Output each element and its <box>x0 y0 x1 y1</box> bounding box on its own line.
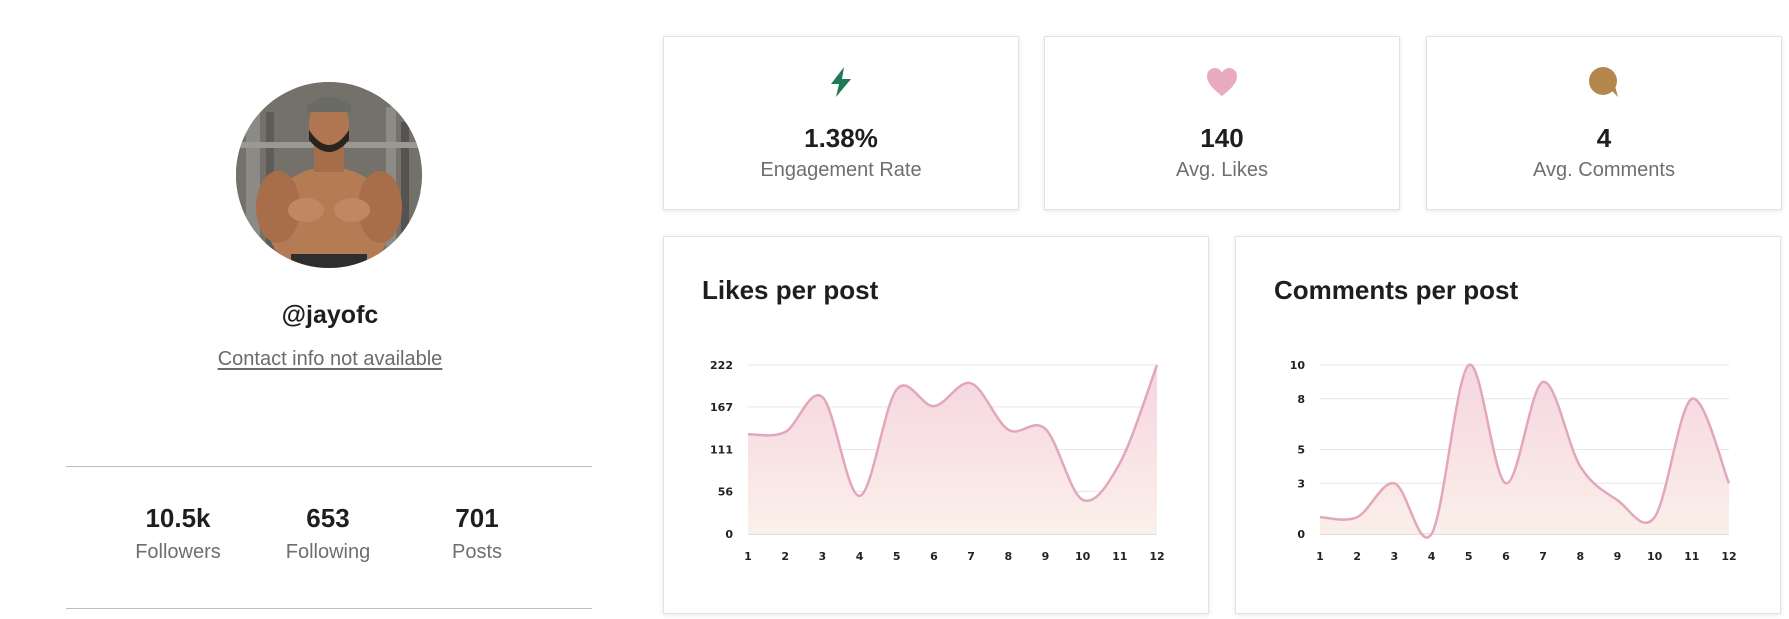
followers-count: 10.5k <box>145 503 211 533</box>
likes-chart-title: Likes per post <box>702 275 879 305</box>
x-tick-label: 2 <box>1353 550 1361 563</box>
likes-chart-card: Likes per post 0 56 111 167 222 1 2 3 4 5 6 7 8 9 10 11… <box>663 236 1209 614</box>
engagement-rate-value: 1.38% <box>804 123 878 153</box>
engagement-rate-label: Engagement Rate <box>760 159 922 181</box>
x-tick-label: 7 <box>1539 550 1547 563</box>
x-tick-label: 10 <box>1647 550 1663 563</box>
comment-icon <box>1587 65 1621 99</box>
x-tick-label: 11 <box>1684 550 1699 563</box>
series-line <box>1319 363 1731 539</box>
x-tick-label: 4 <box>1428 550 1436 563</box>
engagement-rate-card: 1.38% Engagement Rate <box>663 36 1019 210</box>
stats-divider-bottom <box>66 608 592 609</box>
username: @jayofc <box>281 301 379 329</box>
x-tick-label: 11 <box>1112 550 1127 563</box>
profile-panel: @jayofc Contact info not available 10.5k… <box>0 0 660 619</box>
followers-label: Followers <box>135 541 221 563</box>
avg-likes-label: Avg. Likes <box>1176 159 1268 181</box>
y-tick-label: 5 <box>1297 444 1305 457</box>
y-tick-label: 8 <box>1297 393 1305 406</box>
x-tick-label: 5 <box>1465 550 1473 563</box>
comments-chart-title: Comments per post <box>1274 275 1519 305</box>
posts-count: 701 <box>455 503 499 533</box>
posts-label: Posts <box>451 541 503 563</box>
avg-comments-label: Avg. Comments <box>1533 159 1675 181</box>
y-tick-label: 56 <box>718 485 734 498</box>
x-tick-label: 3 <box>1391 550 1399 563</box>
comments-chart-card: Comments per post 0 3 5 8 10 1 2 3 4 5 6 7 8 9 10 11 12 <box>1235 236 1781 614</box>
x-tick-label: 9 <box>1042 550 1050 563</box>
x-tick-label: 2 <box>781 550 789 563</box>
y-tick-label: 10 <box>1290 359 1306 372</box>
contact-info-link[interactable]: Contact info not available <box>0 348 660 371</box>
y-tick-label: 0 <box>1297 528 1305 541</box>
x-tick-label: 7 <box>967 550 975 563</box>
x-tick-label: 8 <box>1004 550 1012 563</box>
x-tick-label: 8 <box>1576 550 1584 563</box>
x-tick-label: 9 <box>1614 550 1622 563</box>
heart-icon <box>1205 65 1239 99</box>
followers-stat: 10.5k Followers <box>103 503 253 564</box>
avg-comments-value: 4 <box>1596 123 1612 153</box>
avatar-photo <box>236 82 422 268</box>
avg-likes-card: 140 Avg. Likes <box>1044 36 1400 210</box>
x-tick-label: 6 <box>1502 550 1510 563</box>
x-tick-label: 1 <box>1316 550 1324 563</box>
y-tick-label: 111 <box>710 444 733 457</box>
x-tick-label: 5 <box>893 550 901 563</box>
x-tick-label: 1 <box>744 550 752 563</box>
y-tick-label: 3 <box>1297 477 1305 490</box>
posts-stat: 701 Posts <box>402 503 552 564</box>
stats-divider-top <box>66 466 592 467</box>
x-tick-label: 10 <box>1075 550 1091 563</box>
following-count: 653 <box>306 503 350 533</box>
avg-likes-value: 140 <box>1200 123 1244 153</box>
following-stat: 653 Following <box>253 503 403 564</box>
x-tick-label: 4 <box>856 550 864 563</box>
series-area <box>748 365 1157 534</box>
y-tick-label: 167 <box>710 401 733 414</box>
lightning-icon <box>824 65 858 99</box>
x-tick-label: 6 <box>930 550 938 563</box>
x-tick-label: 12 <box>1721 550 1736 563</box>
x-tick-label: 12 <box>1149 550 1164 563</box>
series-area <box>1320 364 1729 538</box>
y-tick-label: 222 <box>710 359 733 372</box>
avg-comments-card: 4 Avg. Comments <box>1426 36 1782 210</box>
y-tick-label: 0 <box>725 528 733 541</box>
x-tick-label: 3 <box>819 550 827 563</box>
following-label: Following <box>285 541 371 563</box>
contact-info-text[interactable]: Contact info not available <box>217 348 443 370</box>
avatar[interactable] <box>236 82 422 268</box>
